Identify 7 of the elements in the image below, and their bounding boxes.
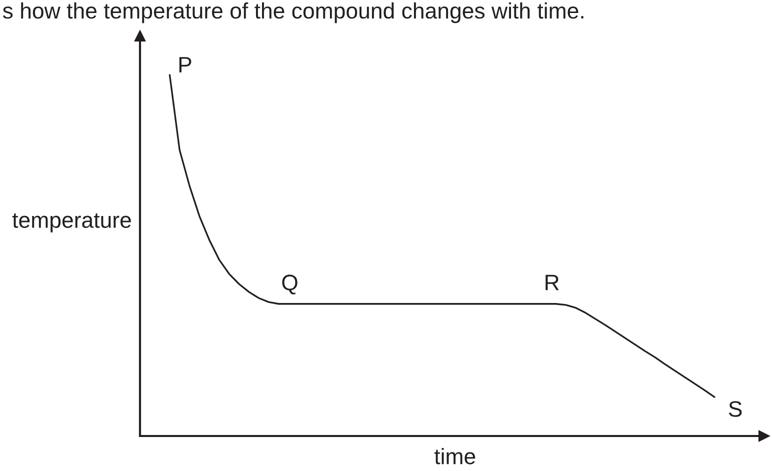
y-axis-title: temperature — [12, 213, 131, 232]
annotation: Q — [282, 274, 298, 294]
x-axis-title: time — [434, 448, 476, 464]
annotation: R — [546, 274, 559, 290]
annotation: S — [728, 401, 742, 417]
chart-title: s how the temperature of the compound changes with time. — [2, 2, 584, 24]
text: P — [179, 57, 192, 72]
